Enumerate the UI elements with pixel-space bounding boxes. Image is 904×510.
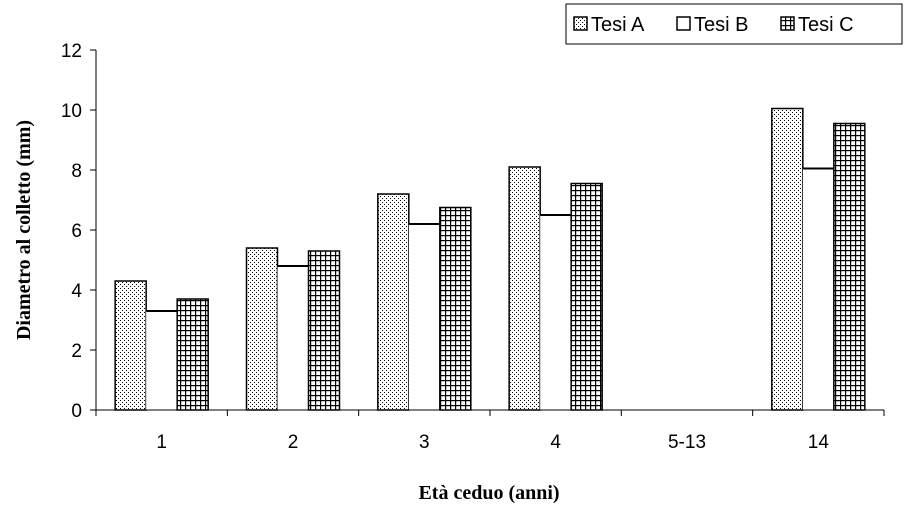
bar-0-3 [508, 166, 541, 411]
bar-1-5 [802, 168, 834, 410]
bar-1-1 [277, 266, 309, 410]
y-tick-label-6: 12 [61, 41, 82, 62]
y-axis-ticks: 0 2 4 6 8 10 12 [61, 41, 96, 422]
bar-1-0 [146, 311, 178, 410]
legend-item-0: Tesi A [573, 14, 645, 36]
legend: Tesi A Tesi B Tesi C [565, 3, 903, 45]
y-tick-label-2: 4 [71, 281, 82, 302]
bar-2-5 [833, 122, 866, 411]
bar-2-1 [307, 250, 341, 411]
x-axis-title: Età ceduo (anni) [418, 482, 559, 504]
y-axis-title: Diametro al colletto (mm) [13, 120, 35, 340]
bar-0-0 [114, 280, 147, 411]
x-axis-ticks: 1 2 3 4 5-13 14 [95, 410, 885, 453]
x-tick-label-4: 5-13 [668, 432, 706, 453]
bar-1-2 [408, 224, 440, 410]
legend-item-1: Tesi B [676, 14, 748, 36]
bar-0-2 [377, 193, 410, 411]
y-tick-label-4: 8 [71, 161, 82, 182]
y-tick-label-3: 6 [71, 221, 82, 242]
x-tick-label-0: 1 [156, 432, 167, 453]
y-tick-label-0: 0 [71, 401, 82, 422]
bars [114, 107, 866, 411]
y-tick-label-5: 10 [61, 101, 82, 122]
bar-0-1 [245, 247, 279, 411]
legend-label-1: Tesi B [694, 14, 748, 36]
x-tick-label-2: 3 [419, 432, 430, 453]
legend-swatch-0 [573, 16, 588, 31]
x-tick-label-3: 4 [550, 432, 561, 453]
bar-2-2 [439, 206, 472, 411]
legend-label-2: Tesi C [798, 14, 854, 36]
x-tick-label-1: 2 [288, 432, 299, 453]
bar-1-3 [540, 215, 572, 410]
legend-item-2: Tesi C [780, 14, 854, 36]
legend-frame [565, 3, 903, 45]
legend-swatch-1 [676, 16, 691, 31]
bar-0-5 [771, 107, 804, 411]
bar-2-0 [176, 298, 209, 411]
legend-label-0: Tesi A [591, 14, 645, 36]
bar-2-3 [570, 182, 603, 411]
x-tick-label-5: 14 [808, 432, 830, 453]
legend-swatch-2 [780, 16, 795, 31]
y-tick-label-1: 2 [71, 341, 82, 362]
